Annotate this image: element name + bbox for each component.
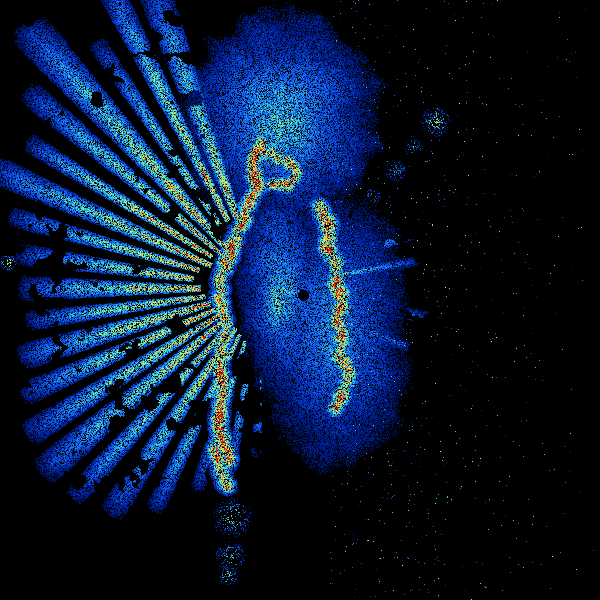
image-viewer[interactable]: False-color intensity map (0, 0, 600, 600)
false-color-intensity-canvas (0, 0, 600, 600)
